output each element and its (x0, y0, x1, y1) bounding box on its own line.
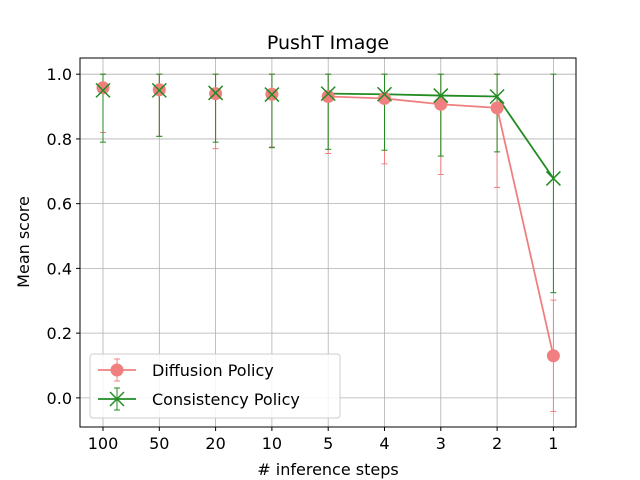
diffusion-point (96, 81, 110, 95)
consistency-point-stroke (376, 86, 393, 102)
y-tick-label: 0.6 (47, 195, 72, 214)
consistency-point (264, 87, 280, 103)
x-tick-label: 4 (379, 434, 389, 453)
legend-box (89, 353, 341, 419)
y-axis-ticks: 0.0 0.2 0.4 0.6 0.8 1.0 (47, 65, 80, 408)
legend-marker-consistency (109, 391, 125, 407)
legend-marker-diffusion (110, 363, 124, 377)
diffusion-point (546, 349, 560, 363)
consistency-point (545, 170, 561, 186)
consistency-point-stroke (208, 85, 224, 101)
x-tick-label: 1 (548, 434, 558, 453)
x-axis-label: # inference steps (257, 460, 398, 479)
diffusion-point (378, 91, 391, 105)
consistency-point (376, 86, 393, 102)
x-tick-label: 2 (492, 434, 502, 453)
x-tick-label: 5 (323, 434, 333, 453)
consistency-point (208, 85, 224, 101)
consistency-point-stroke (489, 88, 505, 105)
consistency-point-stroke (264, 87, 280, 103)
consistency-point (151, 82, 167, 98)
x-tick-label: 3 (436, 434, 446, 453)
x-tick-label: 20 (205, 434, 225, 453)
data-markers (95, 81, 561, 363)
x-tick-label: 10 (262, 434, 282, 453)
consistency-point (95, 82, 111, 98)
consistency-point (489, 88, 505, 105)
y-axis-label: Mean score (14, 196, 33, 288)
diffusion-point (490, 101, 504, 115)
diffusion-point (434, 97, 448, 111)
consistency-point (320, 86, 336, 102)
consistency-point (433, 88, 449, 104)
chart-title: PushT Image (267, 32, 389, 54)
x-tick-label: 100 (88, 434, 119, 453)
consistency-point-stroke (433, 88, 449, 104)
consistency-point-stroke (320, 86, 336, 102)
legend-handle-consistency (98, 387, 136, 411)
legend-label-diffusion: Diffusion Policy (152, 361, 274, 380)
consistency-point-stroke (95, 82, 111, 98)
consistency-point-stroke (545, 170, 561, 186)
legend-handle-diffusion (98, 358, 136, 382)
legend-label-consistency: Consistency Policy (152, 390, 300, 409)
y-tick-label: 0.8 (47, 130, 72, 149)
x-tick-label: 50 (149, 434, 169, 453)
y-tick-label: 0.0 (47, 389, 72, 408)
y-tick-label: 0.2 (47, 324, 72, 343)
y-tick-label: 0.4 (47, 259, 72, 278)
consistency-point-stroke (151, 82, 167, 98)
legend: Diffusion Policy Consistency Policy (89, 353, 341, 419)
diffusion-point (321, 90, 335, 104)
y-tick-label: 1.0 (47, 65, 72, 84)
x-axis-ticks: 100 50 20 10 5 4 3 2 1 (88, 427, 558, 453)
